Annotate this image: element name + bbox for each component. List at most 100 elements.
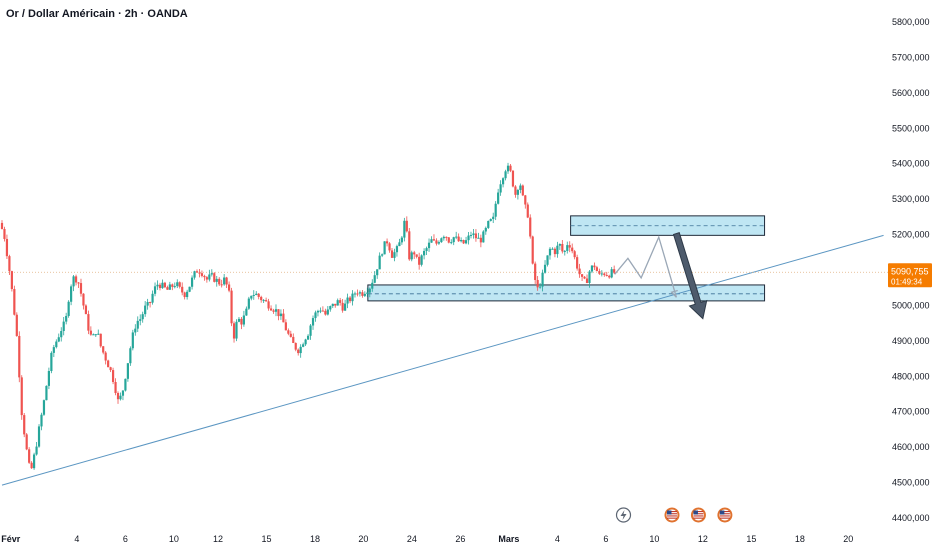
candle-body	[124, 378, 127, 391]
candle-body	[593, 265, 596, 268]
candle-body	[427, 242, 431, 249]
candle-body	[571, 247, 574, 252]
y-tick-label: 5500,000	[892, 123, 930, 133]
candle-body	[467, 235, 470, 241]
candle-body	[50, 352, 53, 372]
candle-body	[309, 325, 312, 336]
candle-body	[267, 301, 270, 309]
candle-body	[242, 315, 246, 325]
candle-body	[158, 284, 162, 289]
candle-body	[400, 237, 403, 243]
candle-body	[457, 236, 460, 242]
candle-body	[494, 203, 497, 217]
candle-body	[561, 243, 564, 252]
candle-body	[598, 271, 601, 274]
candle-body	[497, 192, 500, 204]
y-tick-label: 5400,000	[892, 159, 930, 169]
candle-body	[381, 254, 384, 256]
candle-body	[413, 252, 416, 255]
candle-body	[415, 254, 418, 257]
candle-body	[464, 240, 468, 244]
candle-body	[77, 282, 80, 284]
candle-body	[521, 185, 524, 196]
candle-body	[121, 390, 125, 396]
candle-body	[543, 264, 547, 273]
candle-body	[573, 251, 576, 258]
candle-body	[186, 291, 189, 298]
flag-stripe	[666, 511, 677, 513]
candle-body	[131, 332, 134, 349]
candle-body	[166, 287, 169, 290]
bearish-arrow	[672, 232, 708, 320]
candle-body	[232, 323, 236, 339]
trendline[interactable]	[1, 234, 884, 486]
candle-body	[272, 310, 275, 312]
candle-body	[445, 236, 448, 238]
candle-body	[188, 286, 191, 292]
candle-body	[321, 310, 324, 312]
candle-body	[472, 233, 475, 235]
candle-body	[329, 306, 332, 310]
candle-body	[511, 170, 515, 187]
x-tick-label: 4	[74, 534, 79, 544]
candle-body	[348, 297, 352, 302]
candle-body	[595, 267, 598, 272]
candle-body	[450, 242, 453, 244]
candle-body	[32, 454, 36, 469]
candle-body	[47, 371, 50, 386]
candle-body	[74, 276, 78, 283]
candle-body	[363, 293, 366, 296]
candle-body	[590, 265, 594, 272]
candle-body	[193, 271, 196, 278]
flag-stripe	[666, 513, 677, 515]
candle-body	[181, 286, 184, 293]
x-tick-label: 12	[213, 534, 223, 544]
candle-body	[383, 241, 386, 255]
candle-body	[3, 228, 6, 239]
lightning-glyph	[620, 510, 627, 520]
candle-body	[223, 277, 226, 285]
candle-body	[220, 284, 223, 286]
candle-body	[42, 400, 46, 415]
price-badge-countdown: 01:49:34	[891, 277, 923, 286]
candle-body	[353, 293, 357, 295]
flag-stripe	[719, 511, 730, 513]
candle-body	[425, 248, 428, 251]
x-tick-label: 10	[169, 534, 179, 544]
flag-canton	[693, 510, 698, 515]
candle-body	[437, 242, 441, 244]
candle-body	[534, 263, 537, 280]
candle-body	[168, 284, 171, 290]
candle-body	[173, 286, 176, 288]
candle-body	[336, 300, 339, 306]
support-zone[interactable]	[367, 284, 766, 302]
candle-body	[262, 300, 265, 302]
x-tick-label: Févr	[1, 534, 21, 544]
candle-body	[57, 337, 60, 342]
candle-body	[20, 377, 23, 416]
x-tick-label: 26	[455, 534, 465, 544]
candle-body	[18, 335, 21, 378]
candle-body	[282, 313, 285, 323]
candle-body	[319, 310, 322, 312]
candle-body	[260, 296, 263, 301]
flag-stripe	[693, 513, 704, 515]
candle-body	[410, 252, 413, 260]
x-tick-label: 6	[123, 534, 128, 544]
price-badge-value: 5090,755	[891, 266, 929, 276]
candle-body	[297, 349, 300, 354]
candle-body	[70, 286, 73, 302]
projection-arrowhead	[670, 289, 678, 298]
candle-body	[390, 250, 394, 258]
candle-body	[331, 303, 334, 307]
candle-body	[524, 195, 527, 205]
flag-canton	[666, 510, 672, 515]
candle-body	[107, 360, 110, 368]
candle-body	[111, 370, 115, 383]
candle-body	[541, 272, 544, 287]
x-tick-label: Mars	[498, 534, 519, 544]
candle-body	[460, 240, 463, 242]
candle-body	[79, 283, 83, 294]
